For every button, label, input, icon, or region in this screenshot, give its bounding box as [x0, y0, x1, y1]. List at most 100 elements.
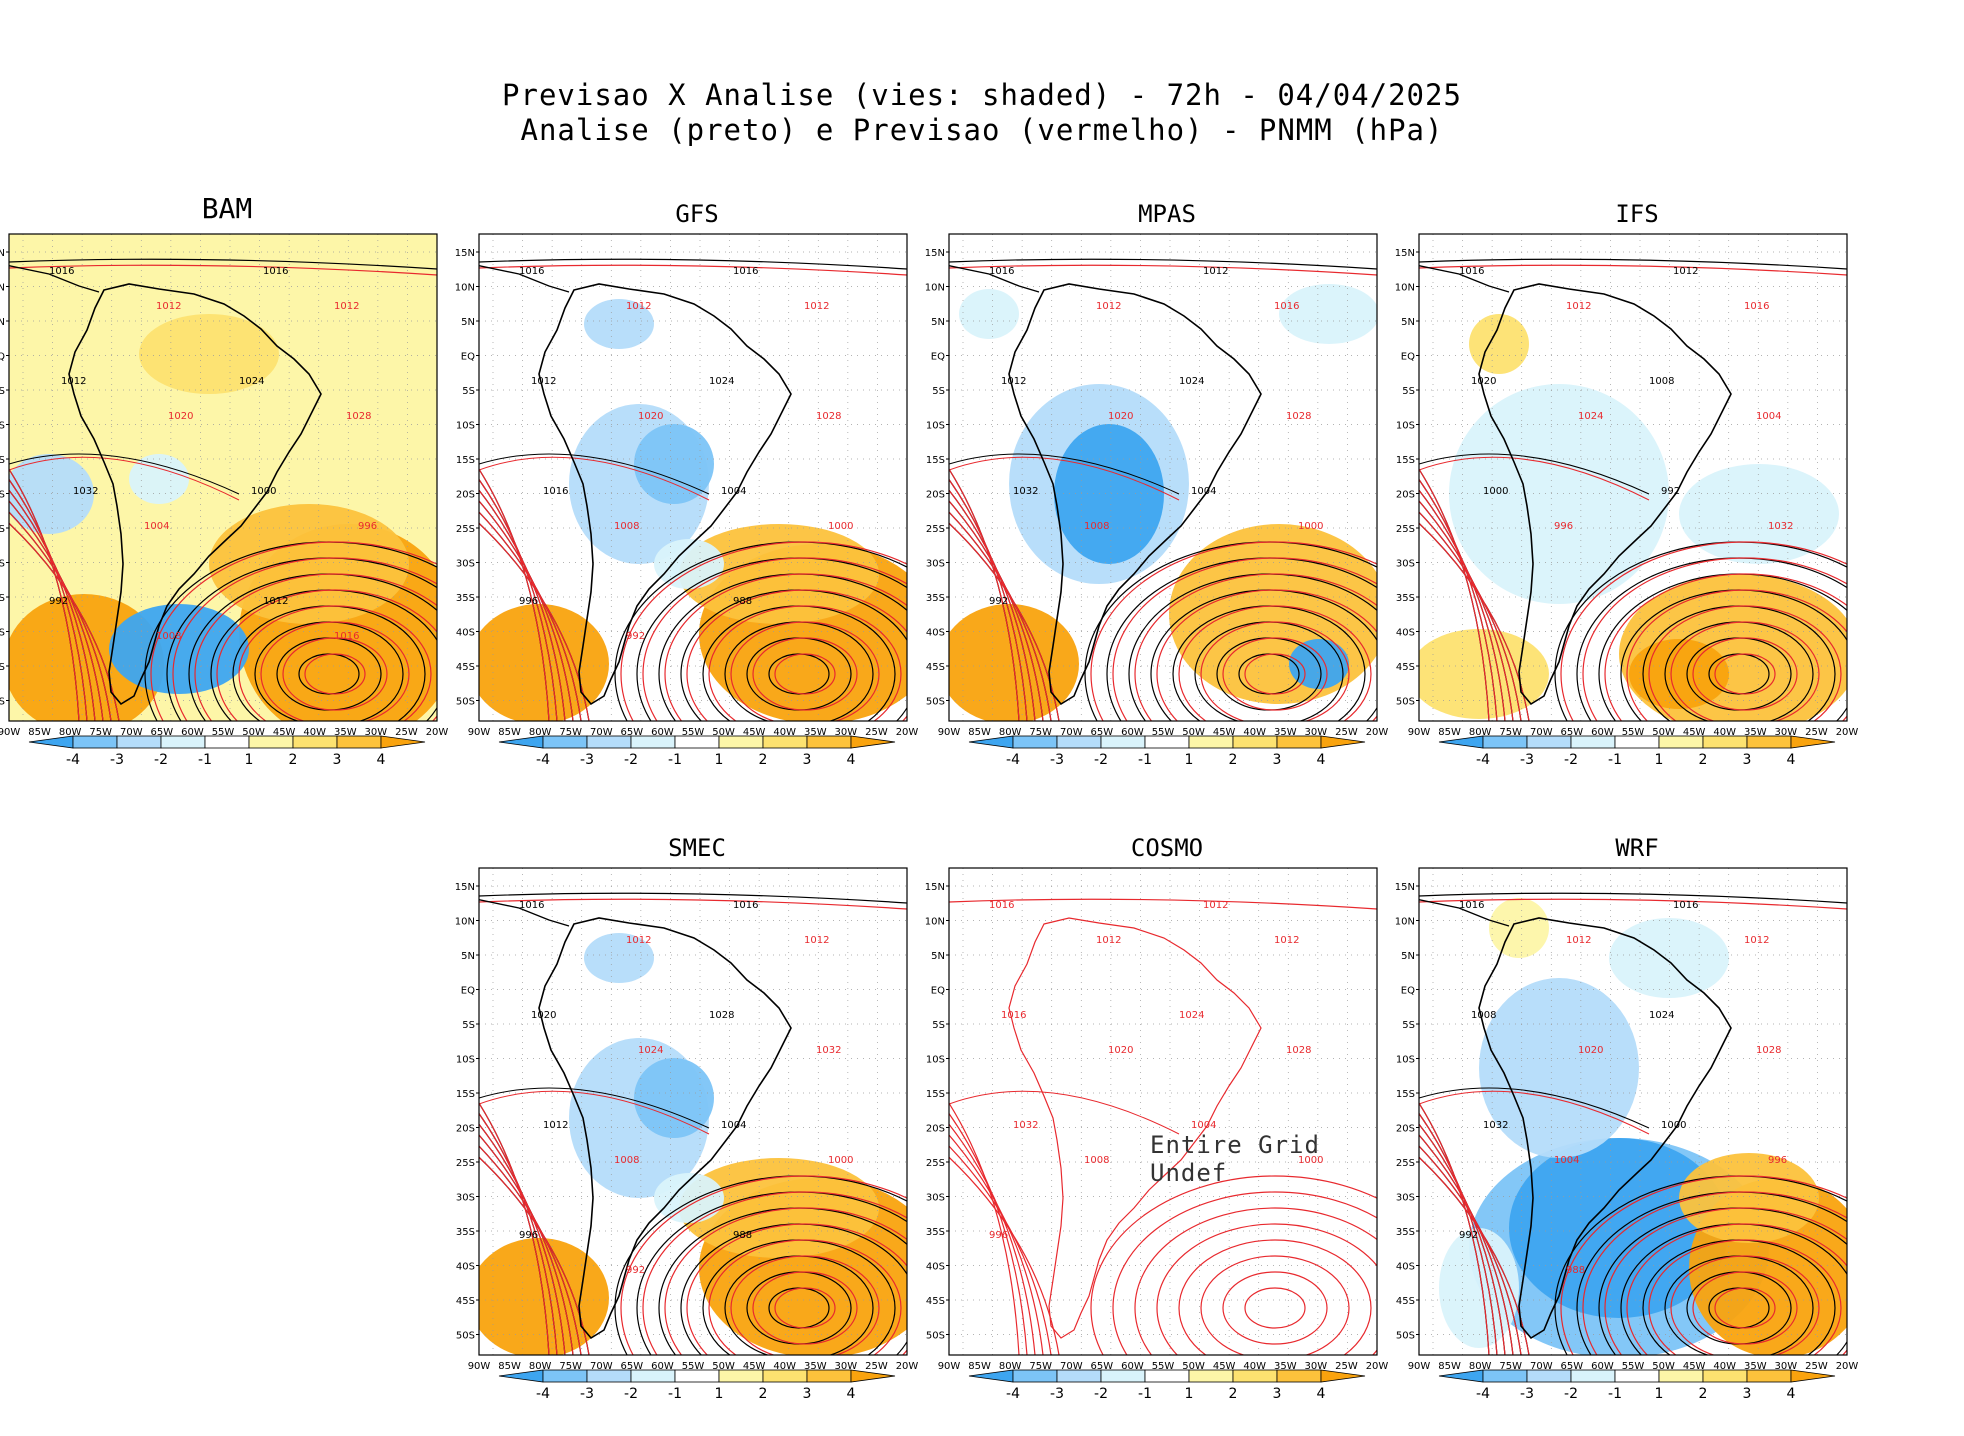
colorbar-tick-label: 4: [847, 1386, 856, 1402]
lat-tick-label: 50S: [456, 697, 475, 708]
lat-tick-label: 30S: [1396, 559, 1415, 570]
south-america-coastline: [1008, 283, 1262, 706]
contour-label: 996: [989, 1230, 1008, 1241]
lat-tick-label: 40S: [926, 628, 945, 639]
lon-tick-label: 90W: [938, 1361, 961, 1372]
contour-label: 1032: [1013, 1120, 1038, 1131]
contour-label: 992: [626, 1265, 645, 1276]
lat-tick-label: 10S: [456, 421, 475, 432]
colorbar: -4 -3 -2 -1 1 2 3 4: [1438, 735, 1836, 768]
lat-tick-label: 15S: [456, 455, 475, 466]
lon-tick-label: 35W: [1274, 727, 1297, 738]
lat-tick-label: 15N: [455, 248, 475, 259]
contour-label: 1004: [1554, 1155, 1579, 1166]
contour-label: 1008: [614, 521, 639, 532]
colorbar-tick-label: 1: [715, 752, 724, 768]
contour-label: 1016: [1459, 266, 1484, 277]
colorbar-tick-label: 3: [803, 752, 812, 768]
lon-tick-label: 85W: [1438, 1361, 1461, 1372]
colorbar-wrapper: -4 -3 -2 -1 1 2 3 4: [22, 734, 432, 778]
contour-label: 1024: [709, 376, 734, 387]
contour-label: 1020: [168, 411, 193, 422]
panel-smec: SMEC 1016 1012 1016 1012 1020 1024 1028 1032 1012…: [455, 834, 919, 1402]
panel-title: IFS: [1615, 200, 1659, 228]
lon-tick-label: 40W: [1243, 727, 1266, 738]
colorbar-tick-label: 1: [1185, 752, 1194, 768]
contour-label: 1028: [1756, 1045, 1781, 1056]
lon-tick-label: 90W: [1408, 727, 1431, 738]
lon-tick-label: 50W: [242, 727, 265, 738]
lat-tick-label: 30S: [0, 559, 5, 570]
lon-tick-label: 45W: [273, 727, 296, 738]
contour-label: 1012: [804, 935, 829, 946]
lat-tick-label: 15N: [1395, 248, 1415, 259]
contour-label: 1012: [531, 376, 556, 387]
contour-label: 1016: [334, 631, 359, 642]
lat-tick-label: 10N: [1395, 917, 1415, 928]
lat-tick-label: 25S: [1396, 1158, 1415, 1169]
colorbar-wrapper: -4 -3 -2 -1 1 2 3 4: [492, 734, 902, 778]
colorbar-tick-label: 2: [289, 752, 298, 768]
lat-tick-label: 10N: [925, 917, 945, 928]
lat-tick-label: 45S: [1396, 662, 1415, 673]
contour-label: 1016: [49, 266, 74, 277]
lon-tick-label: 45W: [1683, 727, 1706, 738]
lat-tick-label: 10S: [0, 421, 5, 432]
colorbar-tick-label: 1: [1655, 752, 1664, 768]
lon-tick-label: 75W: [1029, 1361, 1052, 1372]
contour-label: 1016: [1673, 900, 1698, 911]
contour-label: 1008: [614, 1155, 639, 1166]
contour-label: 1004: [1756, 411, 1781, 422]
contour-label: 1032: [73, 486, 98, 497]
lat-tick-label: 10S: [926, 421, 945, 432]
contour-label: 1004: [721, 486, 746, 497]
contour-label: 1012: [334, 301, 359, 312]
contour-label: 1012: [1096, 935, 1121, 946]
lon-tick-label: 85W: [968, 1361, 991, 1372]
lat-tick-label: 35S: [926, 593, 945, 604]
lon-tick-label: 40W: [773, 727, 796, 738]
colorbar-tick-label: -3: [1050, 1386, 1064, 1402]
panel-title: WRF: [1615, 834, 1659, 862]
colorbar-tick-label: 2: [1699, 752, 1708, 768]
colorbar-tick-label: 3: [1273, 752, 1282, 768]
contour-label: 1024: [239, 376, 264, 387]
contour-label: 1012: [61, 376, 86, 387]
contour-label: 988: [733, 596, 752, 607]
contour-label: 1020: [1108, 411, 1133, 422]
contour-label: 1012: [1001, 376, 1026, 387]
lon-tick-label: 80W: [999, 1361, 1022, 1372]
lon-tick-label: 55W: [682, 1361, 705, 1372]
colorbar-tick-label: -4: [1476, 752, 1490, 768]
contour-label: 1000: [1298, 1155, 1323, 1166]
pressure-map: 1016 1012 1016 1012 1012 1020 1024 1028 1016 1008…: [455, 233, 918, 738]
contour-label: 996: [358, 521, 377, 532]
contour-label: 1012: [1096, 301, 1121, 312]
lat-tick-label: 45S: [456, 1296, 475, 1307]
lon-tick-label: 25W: [865, 727, 888, 738]
lat-tick-label: 25S: [926, 1158, 945, 1169]
lat-tick-label: 35S: [1396, 593, 1415, 604]
undefined-grid-note: Entire Grid Undef: [1150, 1131, 1320, 1187]
lon-tick-label: 90W: [468, 727, 491, 738]
bias-shading: 1016 1012 1016 1012 1012 1020 1024 1028 1016 1008…: [479, 234, 907, 721]
map-frame: 1016 1012 1016 1012 1012 1020 1024 1028 1016 1008…: [455, 233, 918, 738]
colorbar-tick-label: -2: [1094, 1386, 1108, 1402]
colorbar-tick-label: 4: [1317, 1386, 1326, 1402]
colorbar-tick-label: -1: [1608, 752, 1622, 768]
lat-tick-label: EQ: [461, 352, 475, 363]
contour-label: 1020: [531, 1010, 556, 1021]
lon-tick-label: 65W: [151, 727, 174, 738]
colorbar-tick-label: -4: [536, 752, 550, 768]
lat-tick-label: 50S: [926, 1331, 945, 1342]
panel-title: MPAS: [1138, 200, 1196, 228]
lat-tick-label: 50S: [0, 697, 5, 708]
contour-label: 996: [519, 1230, 538, 1241]
contour-label: 996: [1768, 1155, 1787, 1166]
colorbar-tick-label: 3: [333, 752, 342, 768]
lon-tick-label: 80W: [529, 1361, 552, 1372]
pressure-map: 1016 1012 1016 1012 1020 1024 1028 1032 1012 1008…: [455, 867, 918, 1372]
contour-label: 1020: [638, 411, 663, 422]
lon-tick-label: 85W: [498, 1361, 521, 1372]
bias-shading: 1016 1012 1012 1016 1012 1020 1024 1028 1032 1008…: [949, 234, 1377, 721]
